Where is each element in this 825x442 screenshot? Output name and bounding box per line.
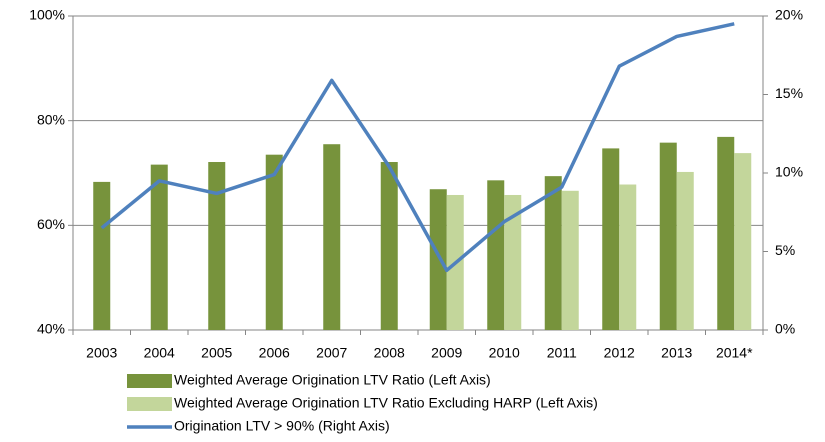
bar [659,142,677,330]
bar [429,189,447,330]
legend-label: Weighted Average Origination LTV Ratio (… [174,372,491,388]
bar [717,136,735,330]
x-tick-label: 2007 [316,345,347,361]
bar [150,164,168,330]
x-tick-label: 2014* [716,345,753,361]
x-tick-label: 2006 [259,345,290,361]
legend-swatch [127,374,172,388]
bar [208,162,226,330]
bar [487,180,505,330]
bar [561,190,579,330]
bar [380,162,398,330]
line-series [100,22,735,273]
bar [544,176,562,330]
x-tick-label: 2009 [431,345,462,361]
x-tick-label: 2011 [547,345,577,361]
legend-swatch [127,397,172,411]
bar [93,181,111,330]
y-tick-label: 80% [37,111,65,127]
bar [734,153,752,330]
x-tick-label: 2013 [661,345,692,361]
y-tick-label: 40% [37,321,65,337]
y2-tick-label: 15% [775,85,803,101]
y-tick-label: 100% [29,7,65,23]
x-tick-label: 2010 [489,345,520,361]
x-tick-label: 2004 [144,345,175,361]
x-tick-label: 2008 [374,345,405,361]
legend-label: Weighted Average Origination LTV Ratio E… [174,395,598,411]
bar [323,144,341,330]
bar [504,194,522,330]
x-tick-label: 2003 [86,345,117,361]
bar [265,154,283,330]
x-tick-label: 2005 [201,345,232,361]
bar [676,171,694,330]
bar [602,148,620,330]
y2-tick-label: 20% [775,7,803,23]
y-tick-label: 60% [37,216,65,232]
x-tick-label: 2012 [604,345,635,361]
y2-tick-label: 10% [775,164,803,180]
bar [619,184,637,330]
legend-label: Origination LTV > 90% (Right Axis) [174,418,390,434]
y2-tick-label: 0% [775,321,795,337]
y2-tick-label: 5% [775,242,795,258]
